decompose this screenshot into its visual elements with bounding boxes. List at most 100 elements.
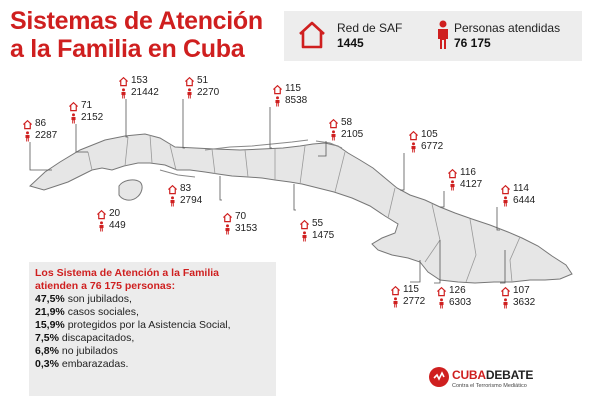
province-persons: 1475 [312, 230, 335, 241]
house-icon [500, 286, 511, 296]
leader-line [75, 124, 88, 153]
info-item-text: casos sociales, [67, 306, 139, 318]
info-item-text: protegidos por la Asistencia Social, [67, 319, 231, 331]
province-persons: 6772 [421, 141, 444, 152]
province-label: 71 2152 [68, 100, 103, 124]
province-saf: 115 [285, 83, 301, 94]
province-label: 115 2772 [390, 284, 425, 308]
info-item-value: 15,9% [35, 319, 65, 331]
logo-part-2: DEBATE [485, 368, 534, 382]
province-label: 115 8538 [272, 83, 307, 107]
leader-lines [29, 99, 506, 284]
person-icon [225, 223, 230, 235]
cubadebate-logo-icon [429, 367, 449, 387]
province-saf: 115 [403, 284, 419, 295]
province-label: 107 3632 [500, 285, 535, 309]
province-saf: 55 [312, 218, 324, 229]
province-label: 86 2287 [22, 118, 57, 142]
info-item-value: 21,9% [35, 306, 65, 318]
province-persons: 2270 [197, 87, 220, 98]
house-icon [500, 184, 511, 194]
person-icon [121, 87, 126, 99]
province-saf: 114 [513, 183, 529, 194]
house-icon [68, 101, 79, 111]
leader-line [125, 99, 128, 138]
province-saf: 71 [81, 100, 93, 111]
info-item-value: 7,5% [35, 332, 59, 344]
info-box: Los Sistema de Atención a la Familia ati… [29, 262, 276, 396]
province-saf: 58 [341, 117, 353, 128]
saf-label: Red de SAF [337, 21, 403, 35]
leader-line [400, 153, 405, 191]
info-item-value: 47,5% [35, 293, 65, 305]
province-label: 153 21442 [118, 75, 159, 99]
province-saf: 51 [197, 75, 209, 86]
province-saf: 126 [449, 285, 466, 296]
leader-line [496, 207, 500, 231]
province-saf: 107 [513, 285, 530, 296]
house-icon [328, 118, 339, 128]
info-item-text: discapacitados, [61, 332, 135, 344]
person-icon [438, 20, 448, 49]
person-icon [170, 195, 175, 207]
leader-line [219, 176, 222, 201]
leader-line [410, 260, 421, 283]
info-item: 21,9% casos sociales, [35, 306, 273, 319]
province-persons: 2287 [35, 130, 58, 141]
person-icon [439, 297, 444, 309]
leader-line [269, 107, 272, 149]
province-persons: 2794 [180, 195, 203, 206]
title-line-2: a la Familia en Cuba [10, 35, 245, 63]
person-icon [71, 112, 76, 124]
province-saf: 116 [460, 167, 476, 178]
info-item-text: son jubilados, [67, 293, 132, 305]
leader-line [434, 240, 441, 284]
province-label: 83 2794 [167, 183, 202, 207]
province-label: 20 449 [96, 208, 126, 232]
house-icon [436, 286, 447, 296]
province-saf: 86 [35, 118, 47, 129]
person-icon [450, 179, 455, 191]
house-icon [390, 285, 401, 295]
province-label: 126 6303 [436, 285, 471, 309]
house-icon [447, 168, 458, 178]
info-list: 47,5% son jubilados, 21,9% casos sociales… [35, 293, 273, 371]
person-icon [411, 141, 416, 153]
province-persons: 3153 [235, 223, 258, 234]
leader-line [29, 142, 52, 171]
person-icon [187, 87, 192, 99]
person-icon [503, 297, 508, 309]
province-persons: 2772 [403, 296, 426, 307]
info-headline-2: atienden a 76 175 personas: [35, 280, 176, 292]
person-icon [302, 230, 307, 242]
info-item: 6,8% no jubilados [35, 345, 273, 358]
province-borders [87, 134, 521, 283]
province-label: 105 6772 [408, 129, 443, 153]
logo-tagline: Contra el Terrorismo Mediático [452, 383, 527, 389]
leader-line [182, 99, 185, 149]
info-item: 7,5% discapacitados, [35, 332, 273, 345]
logo-part-1: CUBA [452, 368, 486, 382]
person-icon [25, 130, 30, 142]
person-icon [393, 296, 398, 308]
leader-line [293, 184, 296, 211]
province-persons: 2105 [341, 129, 364, 140]
province-saf: 83 [180, 183, 192, 194]
house-icon [299, 21, 325, 49]
province-saf: 105 [421, 129, 438, 140]
province-label: 116 4127 [447, 167, 482, 191]
house-icon [22, 119, 33, 129]
province-label: 51 2270 [184, 75, 219, 99]
province-saf: 20 [109, 208, 121, 219]
person-icon [99, 220, 104, 232]
province-label: 70 3153 [222, 211, 257, 235]
person-icon [331, 129, 336, 141]
title-line-1: Sistemas de Atención [10, 7, 263, 35]
house-icon [222, 212, 233, 222]
province-persons: 3632 [513, 297, 536, 308]
house-icon [272, 84, 283, 94]
info-headline-1: Los Sistema de Atención a la Familia [35, 267, 220, 279]
province-persons: 449 [109, 220, 126, 231]
